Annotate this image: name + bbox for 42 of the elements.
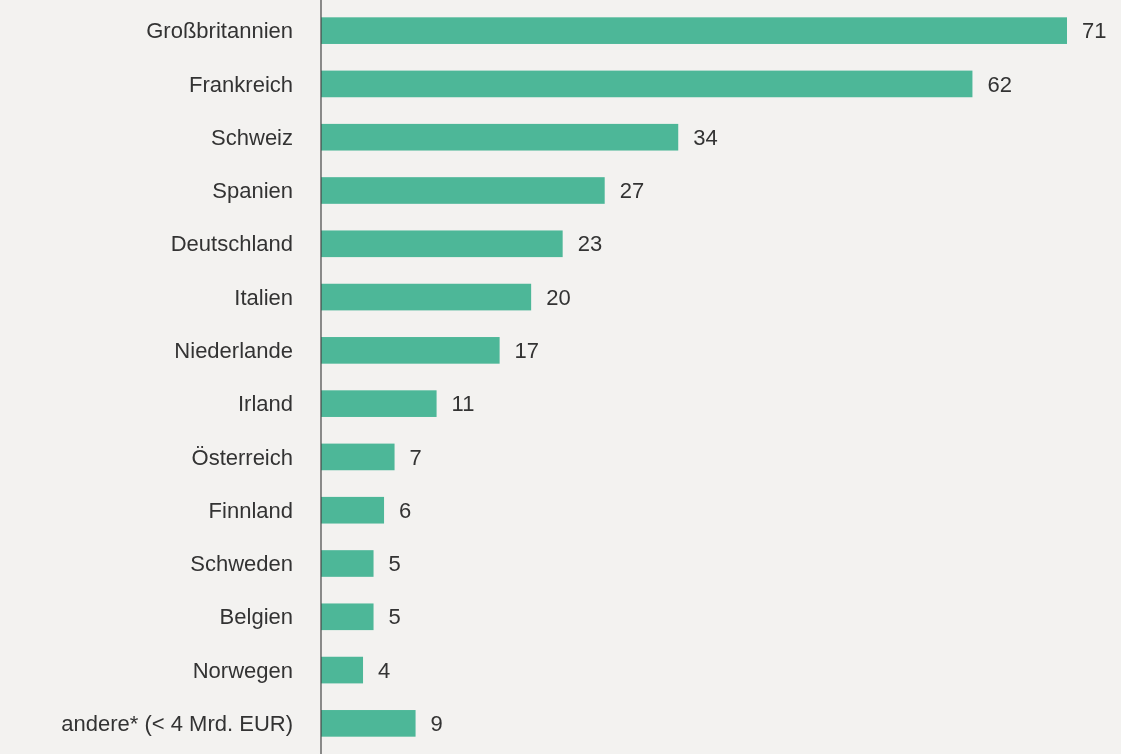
bar	[321, 496, 385, 524]
bar	[321, 656, 364, 684]
data-label: 11	[451, 391, 475, 417]
data-label: 7	[409, 444, 422, 470]
data-label: 5	[388, 604, 401, 630]
y-tick-label: Finnland	[208, 497, 293, 523]
y-tick-label: Großbritannien	[146, 18, 293, 44]
data-label: 71	[1082, 18, 1107, 44]
data-label: 5	[388, 551, 401, 577]
bar	[321, 17, 1067, 44]
bar	[321, 230, 563, 258]
data-label: 17	[514, 338, 540, 364]
bar	[321, 603, 374, 631]
data-label: 4	[378, 657, 391, 683]
data-label: 62	[987, 71, 1012, 97]
y-tick-label: Frankreich	[189, 71, 293, 97]
y-tick-label: Irland	[237, 391, 293, 417]
bar	[321, 123, 679, 151]
y-tick-label: Belgien	[219, 604, 293, 630]
bar	[321, 70, 973, 98]
bar	[321, 443, 395, 471]
y-tick-label: Niederlande	[174, 338, 293, 364]
data-label: 9	[430, 711, 443, 737]
y-tick-label: Spanien	[212, 178, 293, 204]
data-label: 23	[577, 231, 603, 257]
y-tick-label: Schweden	[190, 551, 293, 577]
bar	[321, 337, 500, 364]
y-tick-label: Österreich	[191, 444, 293, 470]
bar	[321, 177, 605, 204]
data-label: 6	[399, 497, 412, 523]
y-tick-label: Italien	[234, 284, 293, 310]
bar	[321, 710, 416, 737]
data-label: 20	[546, 284, 571, 310]
y-tick-label: Norwegen	[192, 657, 293, 683]
bar	[321, 550, 374, 577]
y-tick-label: Schweiz	[211, 124, 293, 150]
data-label: 34	[693, 124, 718, 150]
bar	[321, 283, 532, 311]
data-label: 27	[619, 178, 645, 204]
y-tick-label: Deutschland	[170, 231, 293, 257]
y-tick-label: andere* (< 4 Mrd. EUR)	[61, 711, 293, 737]
bar	[321, 390, 437, 417]
